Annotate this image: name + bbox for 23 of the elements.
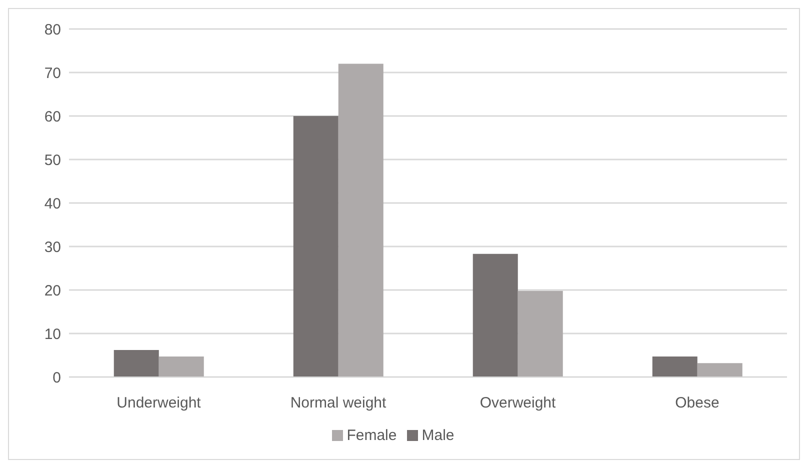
y-tick-label: 10 xyxy=(44,326,61,343)
y-tick-label: 60 xyxy=(44,108,61,126)
x-tick-label: Overweight xyxy=(480,394,557,412)
x-tick-label: Obese xyxy=(675,394,720,412)
legend-label: Male xyxy=(422,427,454,444)
y-tick-label: 80 xyxy=(44,21,61,38)
bar xyxy=(518,290,563,377)
y-tick-label: 50 xyxy=(44,152,61,169)
y-tick-label: 30 xyxy=(44,238,61,256)
x-tick-label: Underweight xyxy=(116,394,202,412)
bar xyxy=(472,254,518,377)
y-tick-label: 70 xyxy=(44,64,61,82)
bar xyxy=(158,356,204,377)
y-tick-label: 0 xyxy=(52,369,61,386)
bar xyxy=(652,356,698,377)
bar xyxy=(114,350,159,377)
x-tick-label: Normal weight xyxy=(290,394,388,412)
bar xyxy=(293,116,338,377)
y-tick-label: 20 xyxy=(44,282,61,300)
y-tick-label: 40 xyxy=(44,195,61,212)
legend-label: Female xyxy=(346,427,397,444)
bar xyxy=(697,363,742,377)
bar xyxy=(338,64,384,377)
